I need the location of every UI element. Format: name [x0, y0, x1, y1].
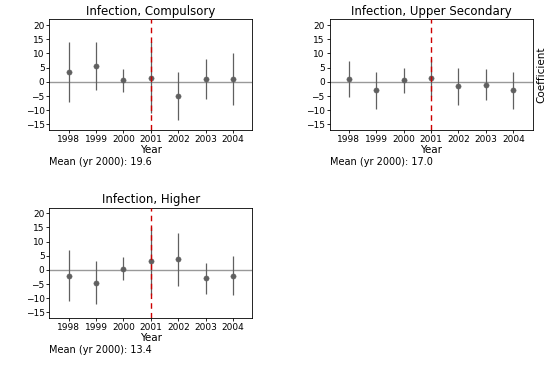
X-axis label: Year: Year: [140, 145, 162, 155]
Y-axis label: Coefficient: Coefficient: [537, 47, 547, 103]
X-axis label: Year: Year: [140, 333, 162, 343]
Title: Infection, Higher: Infection, Higher: [102, 193, 200, 206]
Title: Infection, Compulsory: Infection, Compulsory: [86, 5, 216, 18]
Text: Mean (yr 2000): 17.0: Mean (yr 2000): 17.0: [329, 157, 433, 167]
Title: Infection, Upper Secondary: Infection, Upper Secondary: [351, 5, 512, 18]
X-axis label: Year: Year: [420, 145, 442, 155]
Text: Mean (yr 2000): 13.4: Mean (yr 2000): 13.4: [49, 345, 152, 355]
Text: Mean (yr 2000): 19.6: Mean (yr 2000): 19.6: [49, 157, 152, 167]
